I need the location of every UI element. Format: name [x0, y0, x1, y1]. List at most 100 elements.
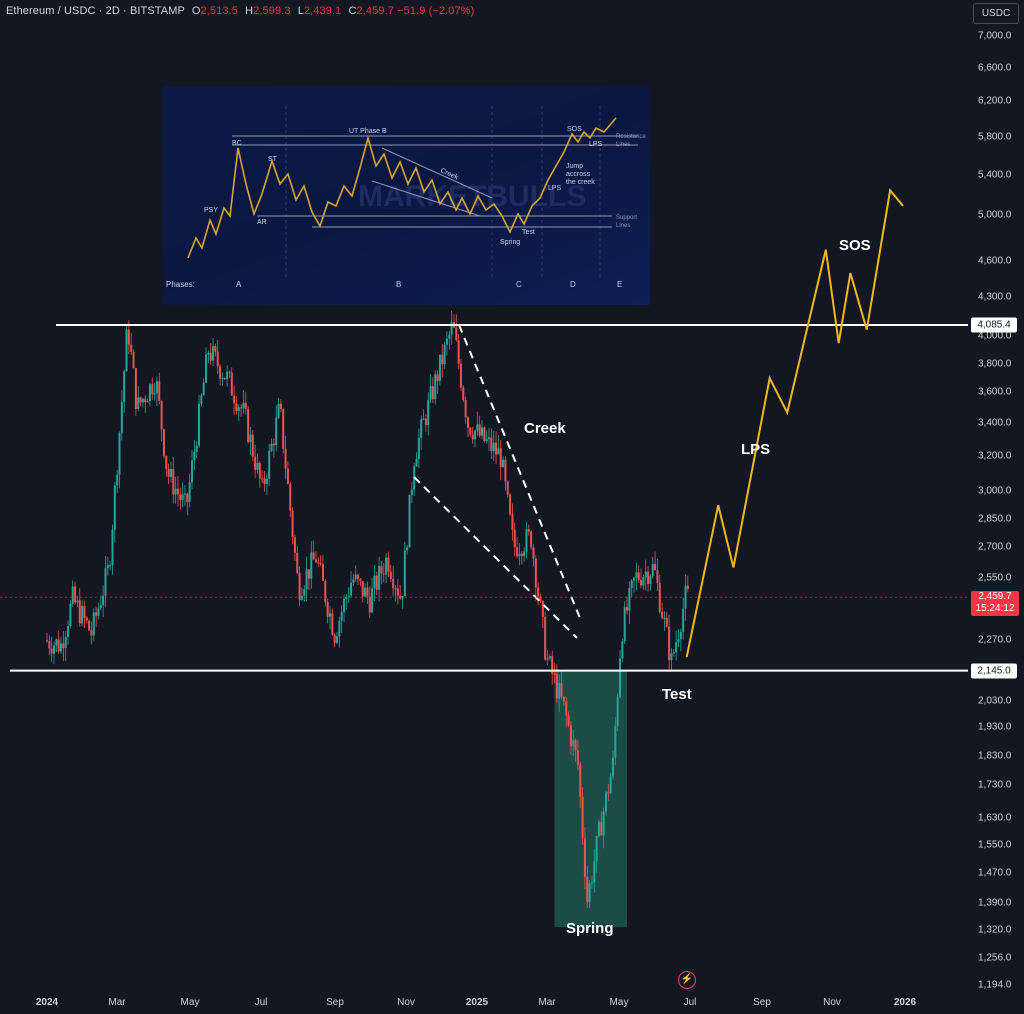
candle: [317, 557, 320, 568]
candle: [546, 649, 549, 666]
phase-e-label: E: [617, 280, 622, 289]
last-price-label: 2,459.7 15:24:12: [971, 591, 1019, 616]
candle: [382, 562, 385, 583]
candle: [583, 827, 586, 890]
phase-c-label: C: [516, 280, 522, 289]
currency-badge[interactable]: USDC: [973, 3, 1019, 24]
candle: [595, 835, 598, 873]
candle: [574, 738, 577, 762]
candle: [240, 404, 243, 417]
candle: [298, 566, 301, 607]
jump-label-2: accross: [566, 171, 591, 178]
sos-label: SOS: [839, 237, 871, 254]
candle: [223, 377, 226, 380]
candle: [368, 586, 371, 619]
candle: [333, 632, 336, 648]
candle: [312, 540, 315, 560]
jump-label-3: the creek: [566, 179, 595, 186]
candle: [647, 566, 650, 592]
candle: [396, 578, 399, 605]
candle: [436, 370, 439, 394]
candle: [471, 426, 474, 444]
candle: [462, 385, 465, 403]
candle: [516, 537, 519, 559]
candle: [256, 453, 259, 474]
candle: [233, 385, 236, 415]
candle: [497, 435, 500, 455]
candle: [544, 611, 547, 662]
candle: [378, 556, 381, 602]
candle: [219, 364, 222, 386]
x-tick-label: 2025: [465, 997, 489, 1008]
candle: [200, 393, 203, 407]
candle: [553, 663, 556, 684]
candle: [562, 696, 565, 707]
candle: [109, 560, 112, 571]
y-tick-label: 1,550.0: [978, 839, 1012, 851]
candle: [450, 311, 453, 345]
candle: [548, 653, 551, 661]
candle: [637, 565, 640, 583]
candle: [364, 583, 367, 597]
candle: [551, 650, 554, 685]
candle: [172, 457, 175, 504]
candle: [565, 696, 568, 728]
candle: [139, 396, 142, 407]
open-value: 2,513.5: [200, 5, 238, 17]
y-tick-label: 3,400.0: [978, 417, 1012, 429]
candle: [633, 577, 636, 593]
y-tick-label: 5,000.0: [978, 209, 1012, 221]
symbol-title[interactable]: Ethereum / USDC · 2D · BITSTAMP: [6, 5, 185, 17]
candle: [64, 631, 67, 662]
candle: [459, 358, 462, 391]
candle: [422, 409, 425, 420]
candle: [188, 473, 191, 508]
candles-layer: [46, 311, 689, 909]
candle: [247, 406, 250, 444]
candle: [123, 369, 126, 413]
candle: [628, 581, 631, 625]
x-tick-label: 2026: [893, 997, 917, 1008]
candle: [282, 408, 285, 454]
low-value: 2,439.1: [303, 5, 342, 17]
candle: [130, 333, 133, 355]
candle: [137, 386, 140, 411]
candle: [277, 397, 280, 419]
wyckoff-schematic-inset: MARKETBULLS PSY BC ST AR UT Phase B Cree…: [162, 86, 650, 305]
high-value: 2,599.3: [253, 5, 291, 17]
candle: [488, 427, 491, 451]
candle: [380, 560, 383, 585]
y-tick-label: 4,300.0: [978, 291, 1012, 303]
candle: [132, 349, 135, 369]
lightning-icon[interactable]: ⚡: [678, 971, 696, 989]
candle: [392, 565, 395, 597]
candle: [361, 581, 364, 603]
candle: [474, 429, 476, 448]
candle: [506, 480, 509, 498]
candle: [581, 787, 584, 846]
schematic-path: [187, 117, 617, 259]
candle: [151, 377, 154, 400]
candle: [221, 372, 224, 386]
candle: [158, 372, 161, 405]
resistance-text-1: Resistance: [616, 134, 646, 140]
x-tick-label: Sep: [753, 997, 771, 1008]
candle: [626, 597, 629, 615]
candle: [113, 481, 116, 543]
candle: [46, 632, 48, 643]
creek-lower-line[interactable]: [413, 476, 578, 639]
x-tick-label: Nov: [397, 997, 415, 1008]
creek-upper-line[interactable]: [458, 324, 581, 619]
candle: [366, 581, 369, 604]
y-tick-label: 1,194.0: [978, 979, 1012, 991]
candle: [656, 558, 659, 592]
y-tick-label: 6,600.0: [978, 62, 1012, 74]
y-tick-label: 2,700.0: [978, 541, 1012, 553]
candle: [90, 621, 93, 645]
candle: [675, 630, 678, 661]
x-tick-label: May: [609, 997, 629, 1008]
candle: [99, 595, 102, 610]
projection-line: [685, 188, 904, 658]
candle: [284, 435, 287, 480]
